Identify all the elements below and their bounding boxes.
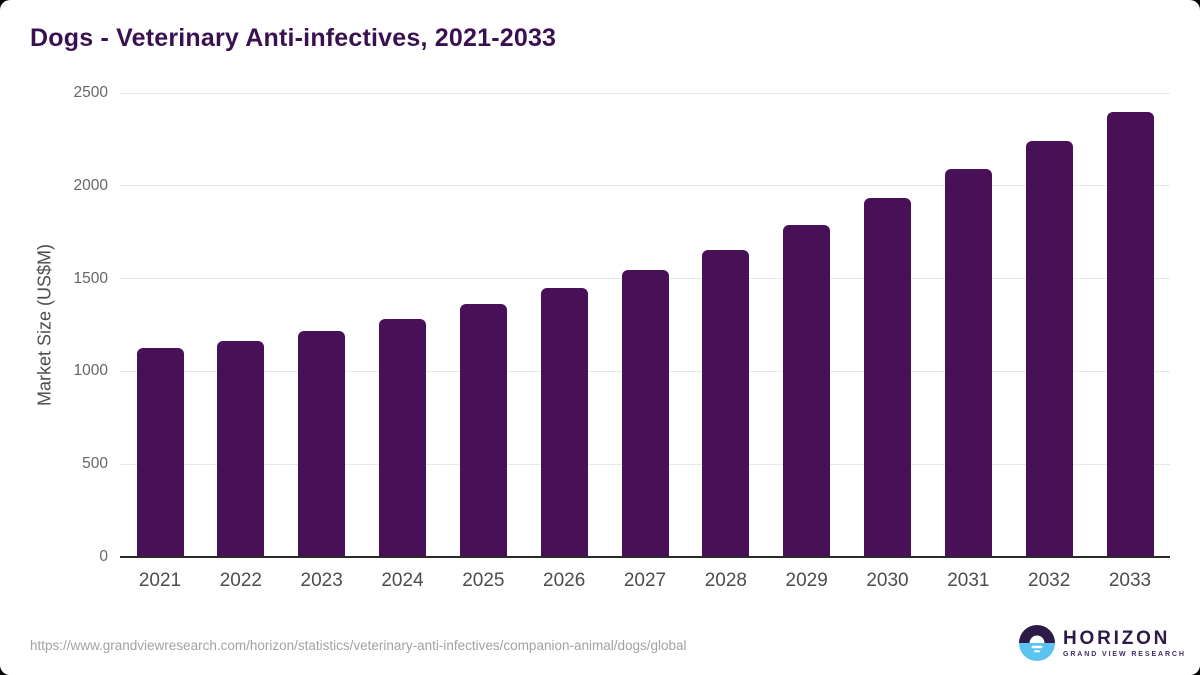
bar-2022[interactable] — [217, 340, 265, 557]
x-tick-label-2028: 2028 — [704, 570, 747, 591]
x-tick-label-2022: 2022 — [219, 570, 262, 591]
bar-2030[interactable] — [864, 197, 911, 557]
logo-name: HORIZON — [1063, 627, 1171, 649]
bar-2028[interactable] — [702, 249, 750, 557]
bar-2021[interactable] — [136, 348, 184, 557]
x-tick-label-2027: 2027 — [623, 570, 667, 591]
x-tick-label-2021: 2021 — [138, 570, 182, 591]
gridline-2500 — [120, 92, 1170, 94]
bar-2023[interactable] — [298, 330, 346, 557]
bar-2032[interactable] — [1025, 141, 1073, 557]
bar-chart: Market Size (US$M) 0 500 1000 1500 2000 2500 … — [34, 84, 1170, 591]
logo-text: HORIZON GRAND VIEW RESEARCH — [1063, 629, 1186, 658]
bar-2024[interactable] — [379, 318, 426, 557]
y-tick-label-1000: 1000 — [73, 362, 108, 380]
logo-subtitle: GRAND VIEW RESEARCH — [1063, 650, 1186, 658]
y-tick-label-1500: 1500 — [73, 269, 108, 287]
bar-2027[interactable] — [621, 270, 669, 557]
bar-2029[interactable] — [783, 224, 831, 557]
x-tick-label-2030: 2030 — [866, 570, 909, 591]
x-axis-line — [120, 556, 1170, 558]
chart-title: Dogs - Veterinary Anti-infectives, 2021-… — [30, 24, 557, 52]
x-tick-label-2025: 2025 — [462, 570, 505, 591]
x-tick-label-2024: 2024 — [381, 570, 424, 591]
y-tick-label-500: 500 — [82, 455, 108, 473]
footer: https://www.grandviewresearch.com/horizo… — [0, 611, 1200, 675]
bar-2031[interactable] — [944, 169, 992, 557]
bar-2033[interactable] — [1106, 111, 1154, 557]
horizon-logo-icon — [1019, 625, 1055, 661]
plot-area — [120, 92, 1170, 558]
x-tick-label-2032: 2032 — [1028, 570, 1071, 591]
horizon-logo: HORIZON GRAND VIEW RESEARCH — [1019, 625, 1186, 661]
x-tick-label-2029: 2029 — [785, 570, 828, 591]
y-tick-label-0: 0 — [99, 548, 108, 565]
y-tick-label-2500: 2500 — [73, 84, 108, 101]
bar-2025[interactable] — [459, 303, 507, 557]
y-tick-label-2000: 2000 — [73, 176, 108, 194]
x-tick-label-2033: 2033 — [1108, 570, 1152, 591]
x-tick-label-2026: 2026 — [543, 570, 586, 591]
x-tick-label-2023: 2023 — [300, 570, 343, 591]
source-url: https://www.grandviewresearch.com/horizo… — [30, 638, 687, 653]
bar-2026[interactable] — [540, 287, 588, 557]
gridline-2000 — [120, 185, 1170, 187]
y-axis-title: Market Size (US$M) — [34, 243, 55, 407]
x-tick-label-2031: 2031 — [947, 570, 990, 591]
